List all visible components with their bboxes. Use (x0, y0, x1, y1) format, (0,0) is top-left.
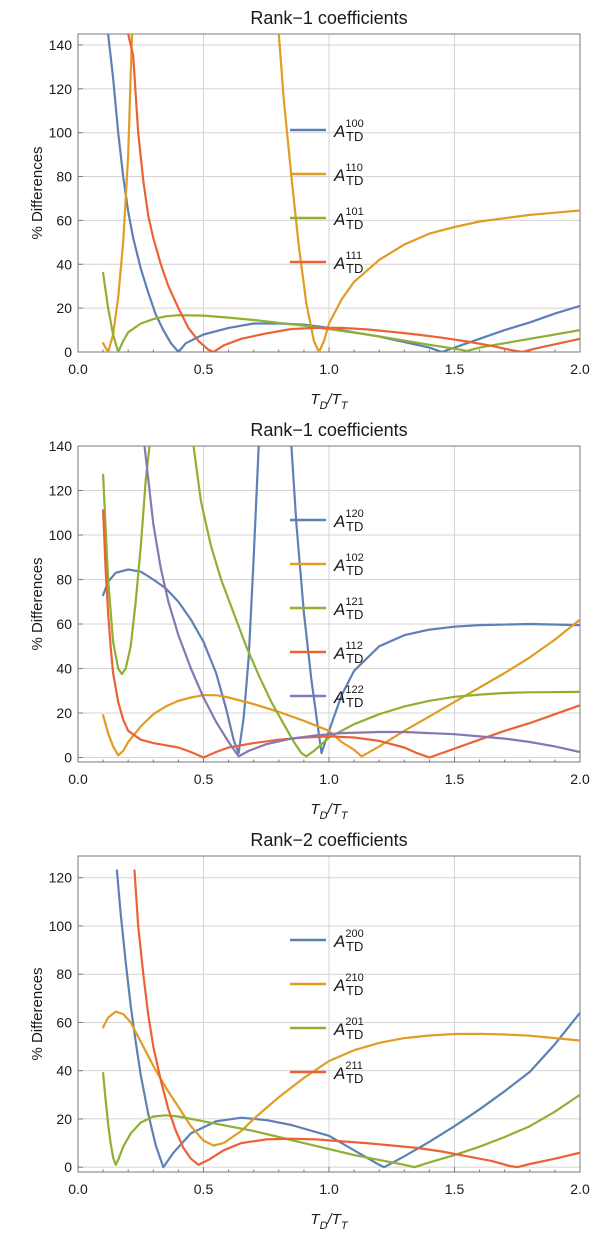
chart-title: Rank−2 coefficients (250, 830, 407, 850)
y-axis-label: % Differences (29, 967, 46, 1060)
x-tick-label: 0.0 (68, 1181, 88, 1197)
series-group (102, 446, 580, 759)
legend-entry: A200 TD (333, 928, 364, 954)
chart-3: Rank−2 coefficients 0.0 0.5 1.0 1.5 2.0 0 20 40 6… (29, 830, 590, 1232)
series-line-110 (102, 34, 580, 352)
y-tick-label: 120 (49, 81, 73, 97)
legend-entry: A110 TD (333, 162, 363, 188)
legend-entry: A121 TD (333, 596, 364, 622)
series-line-200 (115, 869, 580, 1169)
x-axis-label: TD/TT (310, 391, 348, 412)
chart-1: Rank−1 coefficients 0.0 0.5 1.0 1.5 2.0 0 20 40 6… (29, 8, 590, 412)
legend-entry: A111 TD (333, 250, 363, 276)
chart-title: Rank−1 coefficients (250, 420, 407, 440)
legend-entry: A210 TD (333, 972, 364, 998)
y-tick-label: 60 (56, 616, 72, 632)
x-tick-label: 2.0 (570, 361, 590, 377)
y-tick-label: 0 (64, 1159, 72, 1175)
y-tick-label: 120 (49, 870, 73, 886)
x-tick-label: 1.5 (445, 1181, 465, 1197)
y-tick-label: 80 (56, 966, 72, 982)
x-tick-label: 0.5 (194, 771, 214, 787)
y-tick-label: 40 (56, 661, 72, 677)
legend: A120 TD A102 TD A121 TD A112 TD A122 TD (290, 508, 364, 710)
y-tick-label: 100 (49, 918, 73, 934)
series-line-211 (133, 869, 580, 1169)
y-tick-label: 40 (56, 1063, 72, 1079)
legend-entry: A201 TD (333, 1016, 364, 1042)
series-line-102 (102, 618, 580, 758)
legend-entry: A102 TD (333, 552, 364, 578)
y-tick-label: 20 (56, 300, 72, 316)
y-tick-label: 60 (56, 1014, 72, 1030)
legend-entry: A100 TD (333, 118, 364, 144)
x-tick-label: 0.5 (194, 361, 214, 377)
y-tick-label: 0 (64, 344, 72, 360)
chart-2: Rank−1 coefficients 0.0 0.5 1.0 1.5 2.0 0 20 40 6… (29, 420, 590, 822)
x-tick-label: 1.0 (319, 361, 339, 377)
y-tick-label: 100 (49, 527, 73, 543)
y-tick-label: 80 (56, 169, 72, 185)
series-line-111 (127, 34, 580, 352)
y-axis-label: % Differences (29, 146, 46, 239)
y-tick-label: 140 (49, 438, 73, 454)
x-tick-label: 1.5 (445, 771, 465, 787)
series-line-210 (102, 1010, 580, 1147)
y-tick-label: 0 (64, 750, 72, 766)
series-line-120 (102, 446, 580, 755)
series-group (102, 34, 580, 352)
x-tick-label: 0.0 (68, 361, 88, 377)
y-axis-label: % Differences (29, 557, 46, 650)
x-tick-label: 1.0 (319, 771, 339, 787)
x-tick-label: 1.0 (319, 1181, 339, 1197)
series-line-122 (143, 446, 580, 758)
legend-entry: A112 TD (333, 640, 363, 666)
y-tick-label: 20 (56, 705, 72, 721)
x-tick-label: 0.5 (194, 1181, 214, 1197)
x-axis-label: TD/TT (310, 801, 348, 822)
y-tick-label: 60 (56, 212, 72, 228)
legend-entry: A122 TD (333, 684, 364, 710)
legend-entry: A120 TD (333, 508, 364, 534)
x-tick-label: 2.0 (570, 771, 590, 787)
x-tick-label: 2.0 (570, 1181, 590, 1197)
y-tick-label: 140 (49, 37, 73, 53)
series-group (102, 869, 580, 1169)
x-tick-label: 1.5 (445, 361, 465, 377)
series-line-121 (102, 446, 580, 758)
chart-title: Rank−1 coefficients (250, 8, 407, 28)
y-tick-label: 20 (56, 1111, 72, 1127)
x-axis-label: TD/TT (310, 1211, 348, 1232)
legend: A100 TD A110 TD A101 TD A111 TD (290, 118, 364, 276)
legend-entry: A211 TD (333, 1060, 363, 1086)
series-line-101 (102, 271, 580, 352)
legend-entry: A101 TD (333, 206, 364, 232)
x-tick-label: 0.0 (68, 771, 88, 787)
legend: A200 TD A210 TD A201 TD A211 TD (290, 928, 364, 1086)
y-tick-label: 120 (49, 483, 73, 499)
gridlines (78, 856, 580, 1172)
y-tick-label: 40 (56, 256, 72, 272)
series-line-100 (107, 34, 580, 352)
y-tick-label: 80 (56, 572, 72, 588)
series-line-112 (102, 509, 580, 759)
y-tick-label: 100 (49, 125, 73, 141)
